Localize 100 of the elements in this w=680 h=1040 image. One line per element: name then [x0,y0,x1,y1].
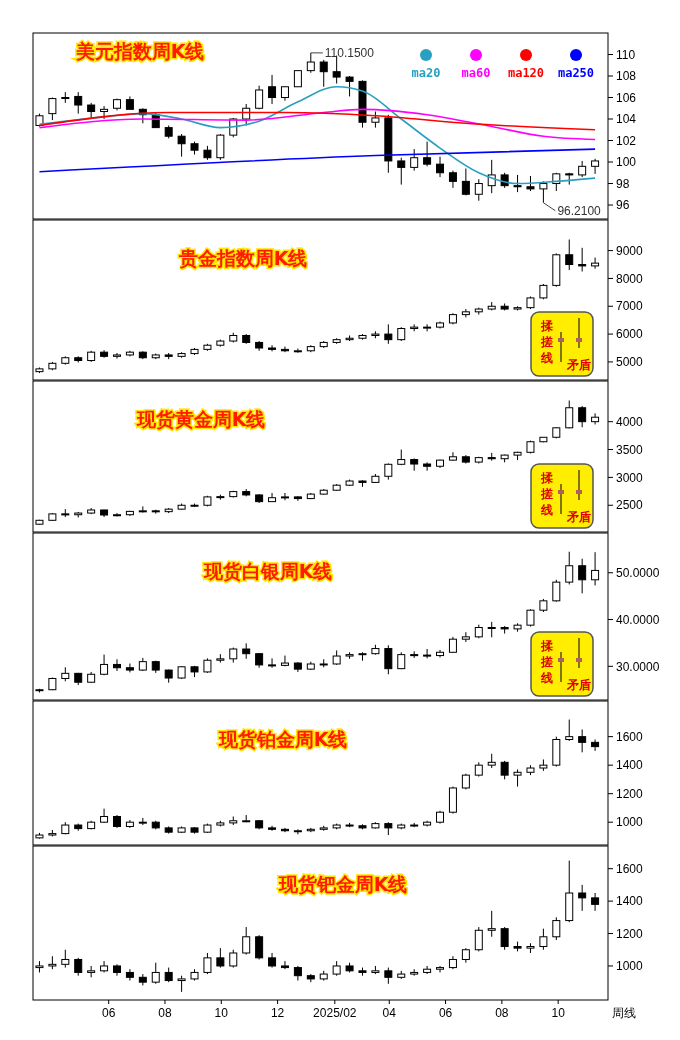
candlestick [578,405,587,428]
y-tick-label: 98 [616,176,630,191]
candlestick [293,828,302,835]
y-tick-label: 40.0000 [616,612,660,627]
candlestick [306,52,315,74]
y-tick-label: 1200 [616,786,644,801]
candlestick [578,247,587,272]
text: 现货钯金周K线 [277,873,408,895]
candlestick [87,965,96,978]
annotation: 110.1500 [324,45,375,60]
candlestick [461,308,470,318]
x-tick-label: 10 [551,1006,566,1020]
candlestick [500,760,509,780]
y-tick-label: 102 [616,133,637,148]
y-tick-label: 1200 [616,926,644,941]
y-tick-label: 30.0000 [616,659,660,674]
x-tick-label: 2025/02 [313,1006,357,1020]
y-tick-label: 7000 [616,299,644,314]
y-tick-label: 1400 [616,894,644,909]
text: 现货铂金周K线 [217,728,348,750]
candlestick [474,926,483,952]
y-tick-label: 3000 [616,470,644,485]
candlestick [384,644,393,675]
line-series [38,111,596,131]
candlestick [591,892,600,912]
y-tick-label: 3500 [616,442,644,457]
line-series [38,108,596,141]
candlestick [216,947,225,969]
x-tick-label: 04 [382,1006,397,1020]
legend-label: ma20 [411,66,441,80]
legend-label: ma250 [557,66,595,80]
candlestick [552,916,561,941]
candlestick [177,133,186,158]
y-tick-label: 108 [616,69,637,84]
candlestick [539,928,548,951]
candlestick [565,551,574,585]
candlestick [293,348,302,354]
candlestick [332,55,341,85]
candlestick [280,655,289,667]
candlestick [552,579,561,603]
candlestick [591,158,600,175]
candlestick [461,631,470,643]
annotation: 矛盾 [566,510,591,524]
candlestick [293,495,302,502]
annotation: 矛盾 [566,678,591,692]
y-tick-label: 106 [616,90,637,105]
y-tick-label: 1600 [616,729,644,744]
y-tick-label: 1400 [616,758,644,773]
y-tick-label: 104 [616,112,637,127]
candlestick [423,648,432,659]
candlestick [280,960,289,970]
candlestick [461,167,470,196]
y-tick-label: 1600 [616,861,644,876]
candlestick [397,157,406,186]
y-tick-label: 1000 [616,815,644,830]
candlestick [578,558,587,594]
y-tick-label: 100 [616,155,637,170]
candlestick [591,257,600,270]
x-axis-title: 周线 [612,1006,636,1020]
annotation: 96.2100 [557,203,602,218]
candlestick [242,926,251,956]
candlestick [487,910,496,938]
legend-label: ma120 [507,66,545,80]
candlestick [500,926,509,951]
candlestick [591,412,600,425]
candlestick [255,934,264,960]
candlestick [268,344,277,352]
annotation: 揉搓线 [540,471,554,517]
candlestick [565,400,574,429]
y-tick-label: 50.0000 [616,565,660,580]
candlestick [125,968,134,982]
y-tick-label: 2500 [616,498,644,513]
candlestick [578,729,587,753]
candlestick [591,739,600,752]
x-tick-label: 08 [495,1006,509,1020]
x-tick-label: 12 [270,1006,285,1020]
candlestick [591,551,600,586]
annotation: 揉搓线 [540,319,554,365]
y-tick-label: 96 [616,198,630,213]
x-tick-label: 08 [158,1006,172,1020]
candlestick [268,657,277,669]
x-tick-label: 06 [438,1006,453,1020]
chart-title: 美元指数周K线 [74,40,205,62]
candlestick [423,323,432,332]
candlestick [112,658,121,672]
y-tick-label: 8000 [616,271,644,286]
text: 现货黄金周K线 [135,408,266,430]
candlestick [74,91,83,115]
x-tick-label: 10 [214,1006,229,1020]
y-tick-label: 1000 [616,959,644,974]
candlestick [268,74,277,105]
candlestick [112,352,121,360]
legend-label: ma60 [461,66,491,80]
candlestick [474,178,483,202]
text: 贵金指数周K线 [177,247,308,269]
candlestick [436,965,445,973]
candlestick [280,492,289,501]
candlestick [423,141,432,167]
annotation: 矛盾 [566,358,591,372]
candlestick [216,133,225,161]
